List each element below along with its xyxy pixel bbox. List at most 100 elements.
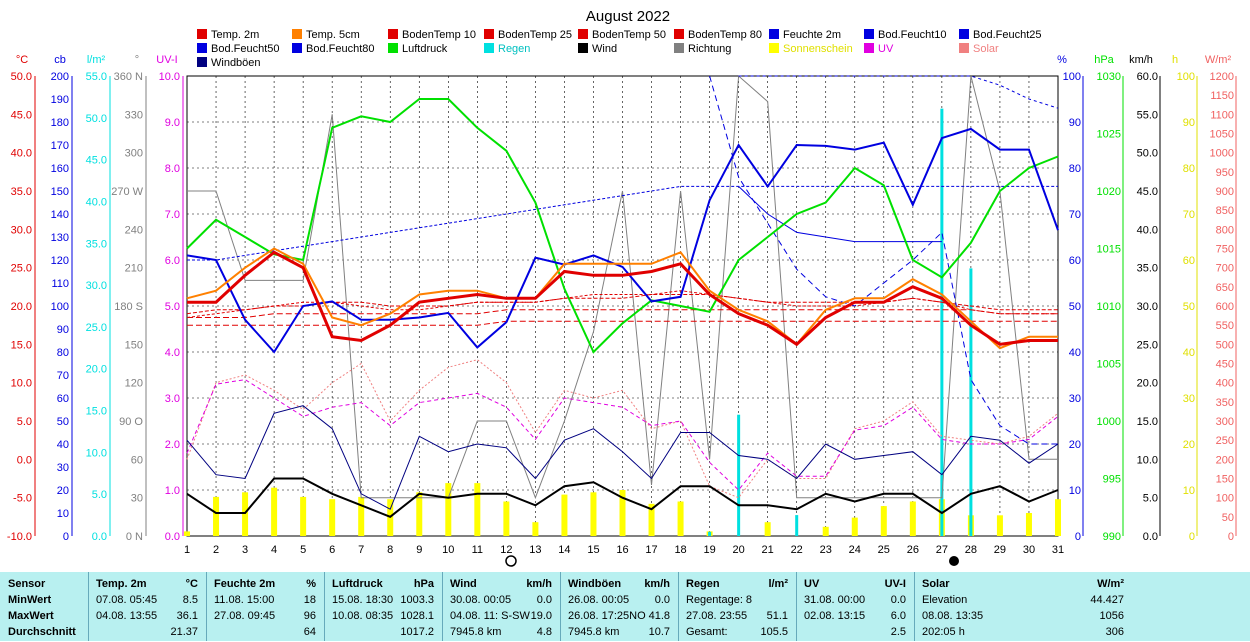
sunshine-bar <box>996 515 1003 536</box>
tick-cb: 110 <box>51 278 69 290</box>
x-tick-label: 11 <box>472 544 483 556</box>
tick-temp: 40.0 <box>11 148 32 160</box>
tick-temp: 35.0 <box>11 186 32 198</box>
tick-sun: 80 <box>1183 163 1195 175</box>
tick-cb: 100 <box>51 301 69 313</box>
series-soilmoist-50 <box>738 186 942 243</box>
tick-hum: 70 <box>1069 209 1081 221</box>
tick-wind: 30.0 <box>1137 301 1158 313</box>
sunshine-bar <box>358 496 365 536</box>
summary-row: 7945.8 km 4.8 <box>442 626 560 642</box>
tick-cb: 0 <box>63 531 69 543</box>
tick-uv: 10.0 <box>159 71 180 83</box>
summary-row: 2.5 <box>796 626 914 642</box>
summary-cell-label: Solar <box>922 578 950 590</box>
summary-cell-label: Regen <box>686 578 720 590</box>
tick-press: 995 <box>1103 474 1121 486</box>
summary-row: 08.08. 13:35 1056 <box>914 610 1250 626</box>
tick-dir: 90 O <box>119 416 143 428</box>
tick-cb: 90 <box>57 324 69 336</box>
tick-solar: 1100 <box>1210 109 1234 121</box>
summary-row: MinWert <box>0 594 88 610</box>
axis-unit-sun: h <box>1172 54 1178 66</box>
summary-cell-label: 27.08. 23:55 <box>686 610 748 622</box>
tick-cb: 170 <box>51 140 69 152</box>
tick-rain: 50.0 <box>86 113 107 125</box>
tick-dir: 240 <box>125 224 143 236</box>
summary-cell-value: UV-I <box>884 578 906 590</box>
summary-row: 27.08. 09:45 96 <box>206 610 324 626</box>
axis-unit-dir: ° <box>135 54 139 66</box>
summary-cell-label: 10.08. 08:35 <box>332 610 394 622</box>
tick-rain: 15.0 <box>86 406 107 418</box>
sunshine-bar <box>648 503 655 536</box>
sunshine-bar <box>416 492 423 536</box>
tick-solar: 50 <box>1222 512 1234 524</box>
series-lines <box>186 74 1059 518</box>
tick-cb: 200 <box>51 71 69 83</box>
rain-bar <box>795 515 799 536</box>
legend-label: BodenTemp 10 <box>402 29 476 41</box>
tick-temp: 50.0 <box>11 71 32 83</box>
legend-label: Bod.Feucht80 <box>306 43 375 55</box>
tick-rain: 30.0 <box>86 280 107 292</box>
tick-solar: 600 <box>1216 301 1234 313</box>
summary-row: 7945.8 km 10.7 <box>560 626 678 642</box>
summary-cell-label: 26.08. 17:25NO <box>568 610 646 622</box>
x-tick-label: 29 <box>994 544 1006 556</box>
summary-section-solar: Solar W/m² Elevation 44.427 08.08. 13:35 1056… <box>914 572 1250 641</box>
summary-cell-value: 0.0 <box>654 594 670 606</box>
tick-wind: 20.0 <box>1137 378 1158 390</box>
sunshine-bar <box>677 501 684 536</box>
tick-solar: 850 <box>1216 205 1234 217</box>
legend-label: Sonnenschein <box>783 43 853 55</box>
legend-swatch <box>959 43 969 53</box>
sunshine-bar <box>532 522 539 536</box>
sunshine-bar <box>213 496 220 536</box>
legend-label: Bod.Feucht50 <box>211 43 280 55</box>
summary-cell-label: 02.08. 13:15 <box>804 610 866 622</box>
summary-cell-label: 27.08. 09:45 <box>214 610 276 622</box>
summary-cell-value: 36.1 <box>176 610 198 622</box>
sunshine-bar <box>503 501 510 536</box>
axis-unit-hum: % <box>1057 54 1067 66</box>
series-uv <box>186 379 1059 491</box>
tick-solar: 750 <box>1216 244 1234 256</box>
summary-row: Durchschnitt <box>0 626 88 642</box>
summary-cell-value: 41.8 <box>648 610 670 622</box>
summary-cell-label: Windböen <box>568 578 622 590</box>
tick-wind: 55.0 <box>1137 109 1158 121</box>
tick-uv: 2.0 <box>165 439 180 451</box>
x-tick-label: 15 <box>587 544 599 556</box>
tick-sun: 30 <box>1183 393 1195 405</box>
tick-solar: 1200 <box>1210 71 1234 83</box>
summary-row: Regentage: 8 <box>678 594 796 610</box>
tick-hum: 80 <box>1069 163 1081 175</box>
sunshine-bar <box>590 492 597 536</box>
legend-swatch <box>197 43 207 53</box>
summary-table: Sensor MinWert MaxWert Durchschnitt Temp. 2m… <box>0 572 1250 641</box>
tick-temp: 10.0 <box>11 378 32 390</box>
tick-dir: 150 <box>125 339 143 351</box>
summary-cell-value: 0.0 <box>890 594 906 606</box>
tick-rain: 20.0 <box>86 364 107 376</box>
axis-unit-wind: km/h <box>1129 54 1153 66</box>
tick-uv: 8.0 <box>165 163 180 175</box>
series-temp-5cm <box>186 247 1058 350</box>
legend-label: Wind <box>592 43 617 55</box>
legend-label: Regen <box>498 43 530 55</box>
summary-cell-label: MaxWert <box>8 610 54 622</box>
tick-uv: 4.0 <box>165 347 180 359</box>
legend-label: Temp. 5cm <box>306 29 360 41</box>
sunshine-bar <box>764 522 771 536</box>
summary-cell-label: Durchschnitt <box>8 626 76 638</box>
tick-solar: 500 <box>1216 339 1234 351</box>
tick-solar: 250 <box>1216 435 1234 447</box>
tick-dir: 210 <box>125 263 143 275</box>
tick-cb: 190 <box>51 94 69 106</box>
summary-row: Wind km/h <box>442 578 560 594</box>
summary-cell-label: Elevation <box>922 594 968 606</box>
summary-row: Regen l/m² <box>678 578 796 594</box>
x-tick-label: 14 <box>558 544 570 556</box>
summary-cell-label: 30.08. 00:05 <box>450 594 512 606</box>
